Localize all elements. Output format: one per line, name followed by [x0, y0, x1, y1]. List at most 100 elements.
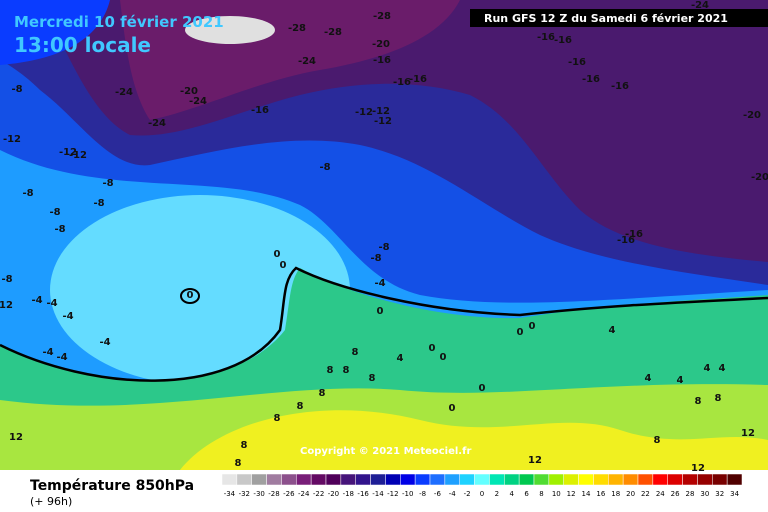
colorbar-swatch: [489, 473, 505, 486]
colorbar-tick-label: -4: [449, 490, 457, 498]
colorbar-tick-label: 16: [596, 490, 605, 498]
colorbar-swatch: [682, 473, 698, 486]
coldest-core: [185, 16, 275, 44]
contour-label: -8: [22, 188, 33, 199]
colorbar-swatch: [697, 473, 713, 486]
colorbar-swatch: [414, 473, 431, 486]
colorbar-tick-label: -26: [283, 490, 295, 498]
contour-label: -8: [319, 162, 330, 173]
forecast-date: Mercredi 10 février 2021: [14, 13, 224, 31]
contour-label: -8: [102, 178, 113, 189]
contour-label: -28: [288, 23, 306, 34]
contour-label: 4: [704, 363, 711, 374]
colorbar-swatch: [622, 473, 639, 486]
colorbar-tick-label: 24: [656, 490, 665, 498]
colorbar-tick-label: -22: [313, 490, 324, 498]
colorbar-swatch: [637, 473, 654, 486]
contour-label: 4: [677, 375, 684, 386]
blue-zone: [0, 0, 110, 65]
colorbar-tick-label: 34: [730, 490, 739, 498]
contour-label: -16: [537, 32, 555, 43]
contour-label: -24: [298, 56, 316, 67]
contour-label: 8: [297, 401, 304, 412]
colorbar-tick-label: 18: [611, 490, 620, 498]
contour-label: 8: [235, 458, 242, 469]
contour-label: 4: [719, 363, 726, 374]
colorbar-tick-label: -20: [328, 490, 339, 498]
colorbar-swatch: [325, 473, 342, 486]
colorbar-swatch: [533, 473, 550, 486]
colorbar-swatch: [593, 473, 609, 486]
contour-label: -4: [99, 337, 110, 348]
colorbar-tick-label: 20: [626, 490, 635, 498]
contour-label: 8: [327, 365, 334, 376]
colorbar-swatch: [667, 473, 683, 486]
colorbar-tick-label: 4: [509, 490, 514, 498]
zero-isotherm: [0, 266, 768, 382]
copyright: Copyright © 2021 Meteociel.fr: [300, 446, 471, 457]
colorbar-swatch: [459, 473, 475, 486]
contour-label: -20: [743, 110, 761, 121]
contour-label: 4: [609, 325, 616, 336]
colorbar-tick-label: 32: [715, 490, 724, 498]
colorbar-tick-label: -10: [402, 490, 413, 498]
contour-label: -20: [751, 172, 768, 183]
colorbar-swatch: [712, 473, 728, 486]
contour-label: 0: [517, 327, 524, 338]
colorbar-tick-label: -24: [298, 490, 310, 498]
colorbar-swatch: [504, 473, 520, 486]
contour-label: -28: [324, 27, 342, 38]
contour-label: -4: [31, 295, 42, 306]
colorbar-tick-label: 0: [480, 490, 484, 498]
contour-label: -12: [374, 116, 392, 127]
contour-label: 0: [440, 352, 447, 363]
contour-label: -12: [69, 150, 87, 161]
colorbar-tick-label: 28: [686, 490, 695, 498]
colorbar-tick-label: 26: [671, 490, 680, 498]
contour-label: 0: [187, 290, 194, 301]
colorbar-tick-label: -28: [268, 490, 279, 498]
contour-label: -12: [3, 134, 21, 145]
contour-label: 8: [715, 393, 722, 404]
colorbar-tick-label: -30: [253, 490, 264, 498]
contour-label: -24: [691, 0, 709, 11]
contour-label: 12: [691, 463, 705, 474]
colorbar-tick-label: -34: [224, 490, 236, 498]
contour-label: -8: [370, 253, 381, 264]
colorbar-swatch: [266, 473, 282, 486]
run-box: [470, 9, 768, 27]
colorbar-swatch: [236, 473, 252, 486]
colorbar-swatch: [726, 473, 743, 486]
footer-lead: (+ 96h): [30, 495, 72, 508]
colorbar-swatch: [370, 473, 386, 486]
colorbar-swatch: [429, 473, 446, 486]
contour-label: -8: [49, 207, 60, 218]
contour-label: 8: [241, 440, 248, 451]
contour-label: 8: [319, 388, 326, 399]
contour-label: 0: [529, 321, 536, 332]
contour-label: -16: [582, 74, 600, 85]
colorbar-tick-label: 8: [539, 490, 543, 498]
contour-label: -8: [11, 84, 22, 95]
colorbar-swatch: [563, 473, 579, 486]
colorbar-tick-label: 12: [567, 490, 576, 498]
colorbar-tick-label: -2: [464, 490, 471, 498]
colorbar-tick-label: -8: [419, 490, 426, 498]
colorbar-tick-label: 22: [641, 490, 650, 498]
contour-label: -4: [46, 298, 57, 309]
run-info: Run GFS 12 Z du Samedi 6 février 2021: [484, 12, 728, 25]
colorbar-swatch: [578, 473, 594, 486]
contour-label: -16: [409, 74, 427, 85]
contour-label: -8: [1, 274, 12, 285]
contour-label: -16: [617, 235, 635, 246]
colorbar-swatch: [518, 473, 535, 486]
contour-label: -16: [568, 57, 586, 68]
contour-label: 12: [9, 432, 23, 443]
colorbar-swatch: [608, 473, 624, 486]
contour-label: 4: [397, 353, 404, 364]
colorbar-swatch: [281, 473, 297, 486]
colorbar-swatch: [474, 473, 490, 486]
contour-label: 8: [274, 413, 281, 424]
contour-label: -4: [42, 347, 53, 358]
